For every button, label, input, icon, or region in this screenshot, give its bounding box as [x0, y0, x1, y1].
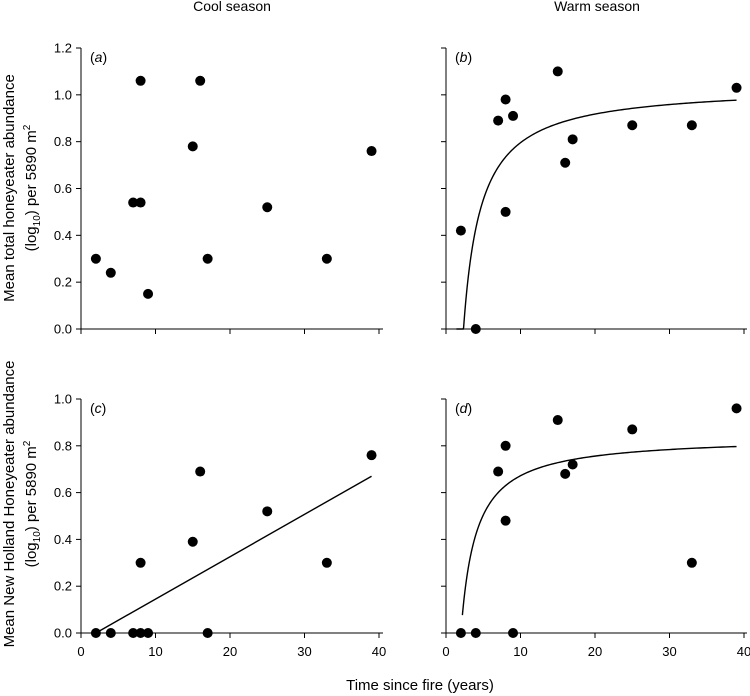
data-point — [493, 115, 504, 126]
data-point — [500, 206, 511, 217]
data-point — [143, 288, 154, 299]
y-axis-label-bottom-line1: Mean New Holland Honeyeater abundance — [1, 361, 18, 648]
fit-line-d — [461, 445, 737, 616]
data-point — [366, 146, 377, 157]
panel-b: (b) — [441, 47, 747, 334]
data-point — [262, 202, 273, 213]
x-tick-label: 40 — [372, 644, 386, 659]
panel-tag-a: (a) — [90, 49, 107, 65]
data-point — [195, 466, 206, 477]
y-tick-label: 1.2 — [54, 41, 72, 56]
data-point — [567, 459, 578, 470]
data-point — [552, 415, 563, 426]
data-point — [731, 82, 742, 93]
panel-tag-c: (c) — [90, 400, 106, 416]
y-tick-label: 0.0 — [54, 322, 72, 337]
data-point — [128, 197, 139, 208]
data-point — [567, 134, 578, 145]
column-title-warm-season: Warm season — [554, 0, 640, 14]
data-point — [366, 450, 377, 461]
data-point — [500, 94, 511, 105]
y-axis-label-top-line2: (log10) per 5890 m2 — [22, 124, 43, 251]
fit-line-c — [95, 475, 372, 634]
data-point — [560, 468, 571, 479]
data-point — [321, 557, 332, 568]
y-tick-label: 0.6 — [54, 485, 72, 500]
data-point — [627, 120, 638, 131]
data-point — [187, 141, 198, 152]
panel-d: 0 10 20 30 40 (d) — [441, 398, 750, 659]
y-tick-label: 0.0 — [54, 626, 72, 641]
panel-tag-b: (b) — [455, 49, 472, 65]
y-axis-label-top-line1: Mean total honeyeater abundance — [1, 74, 18, 302]
x-tick-label: 30 — [662, 644, 676, 659]
y-axis-label-bottom-line2: (log10) per 5890 m2 — [22, 440, 43, 567]
data-point — [321, 253, 332, 264]
data-point — [135, 628, 146, 638]
data-point — [143, 628, 154, 638]
data-point — [187, 536, 198, 547]
data-point — [508, 628, 519, 638]
y-tick-label: 0.4 — [54, 532, 72, 547]
data-point — [455, 225, 466, 236]
panel-a: 0.0 0.2 0.4 0.6 0.8 1.0 1.2 (a) — [54, 41, 383, 337]
y-tick-label: 1.0 — [54, 392, 72, 407]
data-point — [686, 557, 697, 568]
data-point — [731, 403, 742, 414]
data-point — [90, 253, 101, 264]
data-point — [627, 424, 638, 435]
x-axis-label: Time since fire (years) — [346, 677, 494, 694]
data-point — [493, 466, 504, 477]
data-point — [135, 197, 146, 208]
x-tick-label: 10 — [513, 644, 527, 659]
data-point — [195, 75, 206, 86]
x-tick-label: 10 — [148, 644, 162, 659]
data-point — [470, 324, 481, 334]
fit-line-b — [456, 99, 737, 330]
x-tick-label: 30 — [297, 644, 311, 659]
y-tick-label: 0.8 — [54, 438, 72, 453]
panel-tag-d: (d) — [455, 400, 472, 416]
data-point — [202, 253, 213, 264]
panel-c: 0.0 0.2 0.4 0.6 0.8 1.0 0 10 20 30 40 (c) — [54, 392, 386, 660]
y-tick-label: 1.0 — [54, 87, 72, 102]
x-tick-label: 40 — [737, 644, 750, 659]
data-point — [105, 267, 116, 278]
data-point — [500, 515, 511, 526]
data-point — [500, 440, 511, 451]
x-tick-label: 0 — [77, 644, 84, 659]
y-tick-label: 0.2 — [54, 275, 72, 290]
y-tick-label: 0.4 — [54, 228, 72, 243]
data-point — [470, 628, 481, 638]
data-point — [508, 110, 519, 121]
data-point — [135, 557, 146, 568]
data-point — [560, 157, 571, 168]
data-point — [686, 120, 697, 131]
x-tick-label: 20 — [588, 644, 602, 659]
data-point — [262, 506, 273, 517]
column-title-cool-season: Cool season — [193, 0, 271, 14]
data-point — [455, 628, 466, 638]
data-point — [128, 628, 139, 638]
data-point — [552, 66, 563, 77]
data-point — [135, 75, 146, 86]
data-point — [90, 628, 101, 638]
y-tick-label: 0.2 — [54, 579, 72, 594]
y-tick-label: 0.6 — [54, 181, 72, 196]
y-tick-label: 0.8 — [54, 134, 72, 149]
data-point — [202, 628, 213, 638]
data-point — [105, 628, 116, 638]
x-tick-label: 0 — [442, 644, 449, 659]
x-tick-label: 20 — [223, 644, 237, 659]
